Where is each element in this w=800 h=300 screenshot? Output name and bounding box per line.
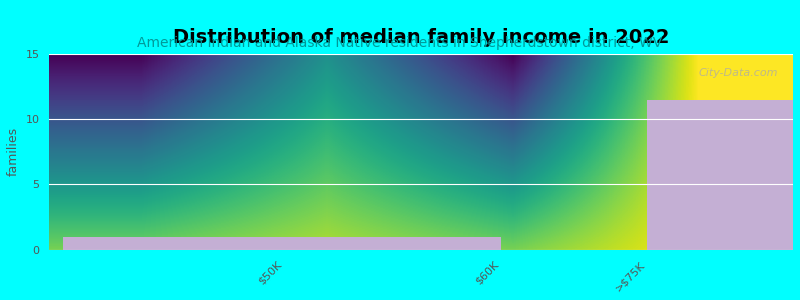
Text: City-Data.com: City-Data.com xyxy=(698,68,778,78)
Title: Distribution of median family income in 2022: Distribution of median family income in … xyxy=(173,28,670,47)
Y-axis label: families: families xyxy=(7,127,20,176)
Text: American Indian and Alaska Native residents in Shepherdstown district, WV: American Indian and Alaska Native reside… xyxy=(138,36,662,50)
Bar xyxy=(647,100,800,250)
Bar xyxy=(62,237,501,250)
